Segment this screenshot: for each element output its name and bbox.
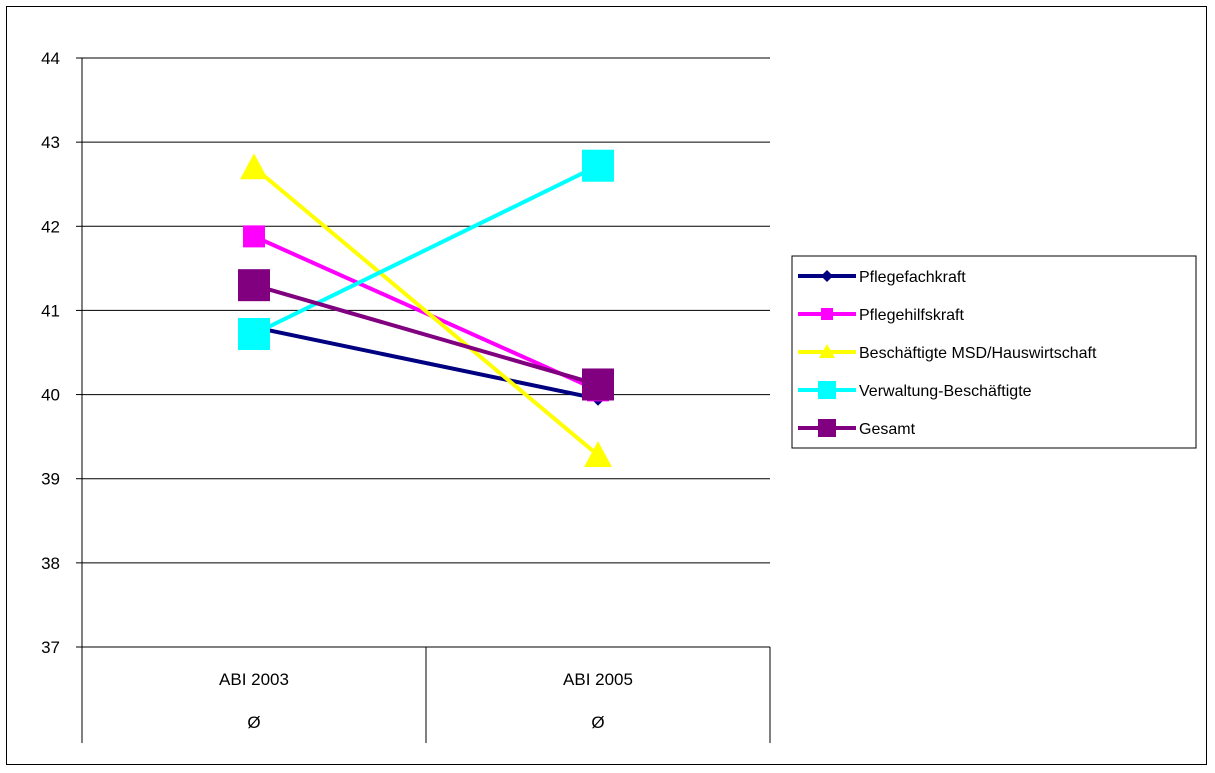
legend-marker-2 — [819, 344, 835, 358]
legend: Pflegefachkraft Pflegehilfskraft Beschäfti… — [791, 255, 1197, 449]
data-point-2-1 — [584, 441, 612, 468]
x-category-sublabel: Ø — [591, 713, 604, 732]
series-line-3 — [253, 163, 599, 336]
legend-label-4: Gesamt — [859, 421, 916, 438]
legend-marker-0 — [821, 270, 833, 282]
gridlines — [82, 57, 770, 564]
legend-box — [791, 255, 1197, 449]
x-axis-category-labels: ABI 2003 Ø ABI 2005 Ø — [219, 670, 633, 732]
y-tick-label: 41 — [41, 301, 60, 320]
data-point-1-0 — [243, 225, 265, 248]
y-axis-tick-labels: 37 38 39 40 41 42 43 44 — [41, 49, 60, 657]
data-point-3-1 — [582, 149, 614, 182]
series-line-0 — [253, 325, 599, 401]
y-tick-label: 42 — [41, 217, 60, 236]
legend-label-1: Pflegehilfskraft — [859, 307, 964, 324]
legend-marker-4 — [818, 419, 836, 437]
legend-marker-3 — [818, 381, 836, 399]
data-point-2-0 — [240, 153, 268, 180]
x-category-sublabel: Ø — [247, 713, 260, 732]
y-tick-label: 40 — [41, 386, 60, 405]
data-point-4-1 — [582, 368, 614, 401]
legend-label-2: Beschäftigte MSD/Hauswirtschaft — [859, 345, 1097, 362]
axes — [76, 57, 771, 743]
data-point-3-0 — [238, 317, 270, 350]
legend-label-3: Verwaltung-Beschäftigte — [859, 383, 1032, 400]
series-markers — [238, 149, 614, 468]
series-line-2 — [252, 165, 600, 457]
y-tick-label: 37 — [41, 638, 60, 657]
legend-label-0: Pflegefachkraft — [859, 269, 966, 286]
series-lines — [252, 163, 600, 457]
x-category-label: ABI 2005 — [563, 670, 633, 689]
y-tick-label: 43 — [41, 133, 60, 152]
data-point-4-0 — [238, 269, 270, 302]
y-tick-label: 38 — [41, 554, 60, 573]
y-tick-label: 44 — [41, 49, 60, 68]
series-line-4 — [253, 283, 599, 387]
legend-marker-1 — [821, 308, 833, 320]
y-tick-label: 39 — [41, 470, 60, 489]
x-category-label: ABI 2003 — [219, 670, 289, 689]
